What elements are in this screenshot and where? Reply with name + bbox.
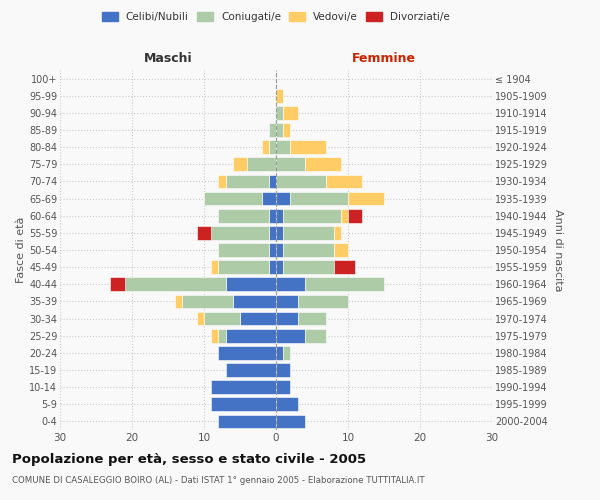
Bar bbox=[298, 294, 348, 308]
Bar bbox=[269, 209, 276, 222]
Text: COMUNE DI CASALEGGIO BOIRO (AL) - Dati ISTAT 1° gennaio 2005 - Elaborazione TUTT: COMUNE DI CASALEGGIO BOIRO (AL) - Dati I… bbox=[12, 476, 425, 485]
Bar bbox=[197, 312, 204, 326]
Bar bbox=[276, 158, 305, 171]
Legend: Celibi/Nubili, Coniugati/e, Vedovi/e, Divorziati/e: Celibi/Nubili, Coniugati/e, Vedovi/e, Di… bbox=[98, 8, 454, 26]
Bar bbox=[334, 260, 355, 274]
Bar bbox=[218, 243, 269, 257]
Bar bbox=[226, 278, 276, 291]
Bar bbox=[283, 346, 290, 360]
Bar bbox=[233, 294, 276, 308]
Bar bbox=[226, 174, 269, 188]
Bar bbox=[247, 158, 276, 171]
Bar bbox=[283, 209, 341, 222]
Bar bbox=[276, 226, 283, 239]
Bar bbox=[276, 174, 326, 188]
Bar bbox=[283, 260, 334, 274]
Bar bbox=[233, 158, 247, 171]
Bar bbox=[341, 209, 348, 222]
Bar bbox=[125, 278, 226, 291]
Bar bbox=[197, 226, 211, 239]
Bar bbox=[218, 209, 269, 222]
Bar bbox=[276, 106, 283, 120]
Bar bbox=[204, 192, 262, 205]
Bar bbox=[283, 123, 290, 137]
Bar bbox=[283, 243, 334, 257]
Bar bbox=[218, 346, 276, 360]
Bar bbox=[276, 140, 290, 154]
Bar bbox=[276, 278, 305, 291]
Bar bbox=[298, 312, 326, 326]
Bar bbox=[276, 209, 283, 222]
Bar bbox=[276, 380, 290, 394]
Bar bbox=[326, 174, 362, 188]
Bar bbox=[276, 398, 298, 411]
Bar bbox=[269, 140, 276, 154]
Bar bbox=[334, 243, 348, 257]
Bar bbox=[269, 123, 276, 137]
Bar bbox=[218, 260, 269, 274]
Bar bbox=[182, 294, 233, 308]
Bar bbox=[276, 260, 283, 274]
Text: Popolazione per età, sesso e stato civile - 2005: Popolazione per età, sesso e stato civil… bbox=[12, 452, 366, 466]
Bar bbox=[290, 140, 326, 154]
Bar bbox=[305, 158, 341, 171]
Bar bbox=[175, 294, 182, 308]
Bar bbox=[276, 89, 283, 102]
Bar bbox=[218, 414, 276, 428]
Bar bbox=[211, 226, 269, 239]
Bar bbox=[348, 192, 384, 205]
Bar bbox=[262, 140, 269, 154]
Bar bbox=[276, 312, 298, 326]
Bar bbox=[269, 243, 276, 257]
Bar bbox=[283, 226, 334, 239]
Bar bbox=[226, 363, 276, 377]
Bar bbox=[348, 209, 362, 222]
Bar bbox=[218, 174, 226, 188]
Bar bbox=[276, 329, 305, 342]
Bar bbox=[276, 346, 283, 360]
Bar bbox=[269, 226, 276, 239]
Y-axis label: Anni di nascita: Anni di nascita bbox=[553, 209, 563, 291]
Bar bbox=[276, 123, 283, 137]
Bar bbox=[290, 192, 348, 205]
Bar bbox=[276, 243, 283, 257]
Bar bbox=[334, 226, 341, 239]
Bar bbox=[276, 294, 298, 308]
Bar bbox=[240, 312, 276, 326]
Y-axis label: Fasce di età: Fasce di età bbox=[16, 217, 26, 283]
Bar bbox=[218, 329, 226, 342]
Bar bbox=[211, 380, 276, 394]
Bar bbox=[204, 312, 240, 326]
Bar bbox=[283, 106, 298, 120]
Bar bbox=[276, 363, 290, 377]
Bar bbox=[211, 329, 218, 342]
Bar bbox=[211, 398, 276, 411]
Bar bbox=[269, 174, 276, 188]
Bar bbox=[269, 260, 276, 274]
Bar bbox=[262, 192, 276, 205]
Bar bbox=[110, 278, 125, 291]
Text: Femmine: Femmine bbox=[352, 52, 416, 65]
Text: Maschi: Maschi bbox=[143, 52, 193, 65]
Bar bbox=[226, 329, 276, 342]
Bar bbox=[305, 278, 384, 291]
Bar bbox=[276, 414, 305, 428]
Bar bbox=[305, 329, 326, 342]
Bar bbox=[276, 192, 290, 205]
Bar bbox=[211, 260, 218, 274]
